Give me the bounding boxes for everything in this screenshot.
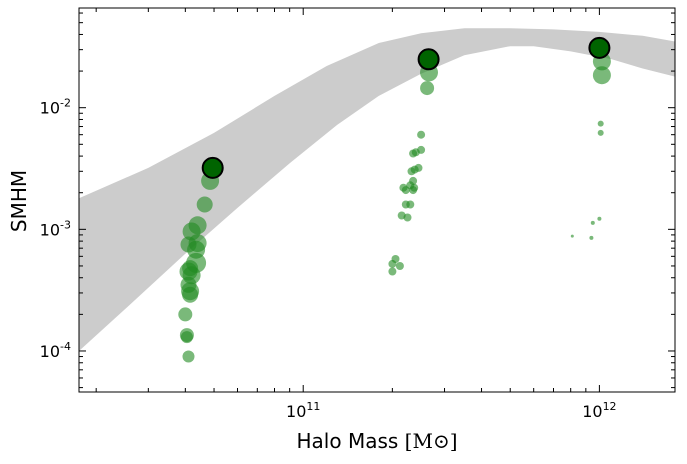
- galaxy-points: [178, 52, 611, 363]
- data-point: [597, 129, 604, 136]
- data-point: [597, 216, 602, 221]
- data-point: [182, 350, 195, 363]
- data-point: [417, 130, 426, 139]
- highlight-point: [417, 48, 440, 71]
- data-point: [592, 66, 611, 85]
- band-area: [79, 28, 675, 351]
- x-axis-unit: [M⊙]: [405, 429, 458, 453]
- data-point: [597, 120, 604, 127]
- data-point: [570, 234, 574, 238]
- y-tick-label: 10-3: [40, 218, 71, 239]
- data-point: [589, 235, 594, 240]
- x-tick-label: 1012: [582, 400, 616, 421]
- data-point: [406, 200, 415, 209]
- data-point: [414, 163, 423, 172]
- highlight-point: [588, 36, 611, 59]
- data-point: [410, 183, 419, 192]
- highlight-point: [201, 156, 224, 179]
- data-point: [395, 262, 404, 270]
- data-point: [590, 220, 595, 225]
- data-point: [420, 81, 435, 96]
- smhm-relation-band: [79, 28, 675, 351]
- y-tick-label: 10-2: [40, 97, 71, 118]
- data-point: [391, 255, 400, 263]
- data-point: [180, 331, 193, 344]
- data-point: [188, 216, 207, 235]
- data-point: [388, 267, 397, 276]
- data-point: [186, 252, 207, 273]
- tick-labels: 1011 1012 10-4 10-3 10-2: [40, 97, 617, 421]
- data-point: [409, 176, 418, 185]
- data-point: [403, 213, 412, 222]
- x-tick-label: 1011: [286, 400, 320, 421]
- x-axis-title: Halo Mass [M⊙]: [297, 429, 458, 453]
- plot-frame: [78, 7, 676, 393]
- plot-axes: [78, 7, 676, 393]
- central-galaxy-points: [201, 36, 611, 179]
- y-tick-label: 10-4: [40, 340, 71, 361]
- data-point: [417, 145, 426, 154]
- data-point: [196, 196, 213, 213]
- data-point: [178, 307, 193, 322]
- y-axis-title: SMHM: [7, 170, 31, 232]
